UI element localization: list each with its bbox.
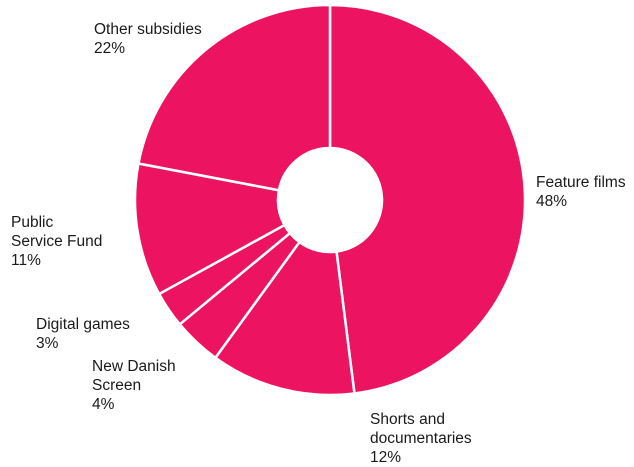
donut-hole xyxy=(278,148,382,252)
label-digital-line1: Digital games xyxy=(36,316,130,333)
label-other-subsidies: Other subsidies 22% xyxy=(94,20,202,58)
label-feature-films-pct: 48% xyxy=(536,193,568,210)
label-newdanish-line1: New Danish xyxy=(92,358,176,375)
label-feature-films-text: Feature films xyxy=(536,174,626,191)
label-public-service-fund: Public Service Fund 11% xyxy=(11,213,102,270)
label-other-line1: Other subsidies xyxy=(94,21,202,38)
label-public-pct: 11% xyxy=(11,252,41,269)
label-shorts-documentaries: Shorts and documentaries 12% xyxy=(370,410,472,467)
label-newdanish-pct: 4% xyxy=(92,396,115,413)
label-feature-films: Feature films 48% xyxy=(536,173,626,211)
label-shorts-line2: documentaries xyxy=(370,430,472,447)
slice-other-subsidies xyxy=(136,3,332,192)
label-shorts-line1: Shorts and xyxy=(370,411,445,428)
label-newdanish-line2: Screen xyxy=(92,377,142,394)
label-other-pct: 22% xyxy=(94,40,126,57)
label-shorts-pct: 12% xyxy=(370,449,402,466)
label-public-line1: Public xyxy=(11,214,54,231)
label-new-danish-screen: New Danish Screen 4% xyxy=(92,357,176,414)
label-public-line2: Service Fund xyxy=(11,233,103,250)
label-digital-pct: 3% xyxy=(36,335,59,352)
label-digital-games: Digital games 3% xyxy=(36,315,130,353)
